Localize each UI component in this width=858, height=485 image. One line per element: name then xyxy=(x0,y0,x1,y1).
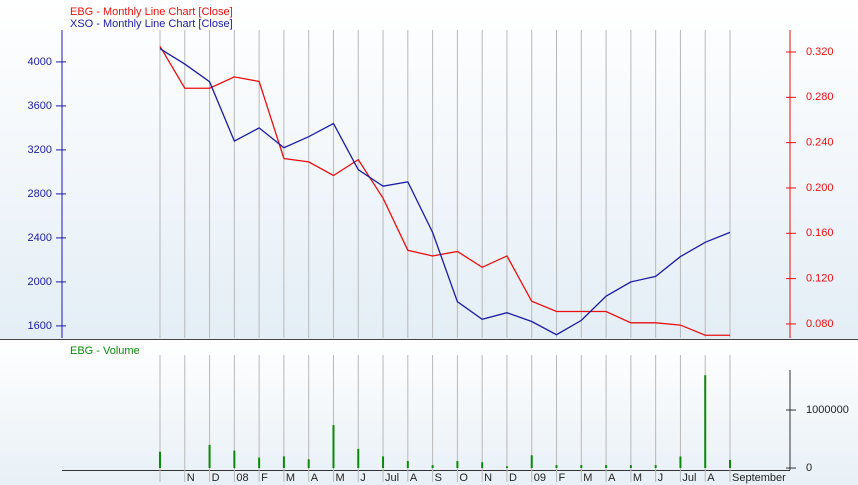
volume-bar xyxy=(530,455,533,469)
volume-bar xyxy=(233,450,236,469)
x-tick-label: F xyxy=(261,472,268,484)
volume-bar xyxy=(729,459,731,469)
x-tick-label: A xyxy=(707,472,715,484)
y2-tick-label: 0.080 xyxy=(806,318,834,330)
y-tick-label: 4000 xyxy=(28,56,52,68)
volume-panel xyxy=(0,339,858,485)
volume-bar xyxy=(159,451,161,469)
y-tick-label: 2400 xyxy=(28,232,52,244)
y2-tick-label: 0.200 xyxy=(806,182,834,194)
x-tick-label: 09 xyxy=(534,472,546,484)
volume-bar xyxy=(357,448,360,469)
y-tick-label: 1600 xyxy=(28,320,52,332)
x-tick-label: D xyxy=(509,472,517,484)
y2-tick-label: 0.240 xyxy=(806,137,834,149)
series-line xyxy=(159,45,730,336)
x-tick-label: A xyxy=(410,472,418,484)
y2-tick-label: 0.120 xyxy=(806,273,834,285)
volume-bar xyxy=(282,456,285,469)
x-tick-label: O xyxy=(459,472,468,484)
volume-bar xyxy=(208,444,211,469)
y2-tick-label: 0.320 xyxy=(806,46,834,58)
y-tick-label: 2000 xyxy=(28,276,52,288)
legend-xso: XSO - Monthly Line Chart [Close] xyxy=(70,18,233,30)
x-tick-label: September xyxy=(732,472,786,484)
volume-tick-label: 1000000 xyxy=(806,404,849,416)
x-tick-label: S xyxy=(435,472,442,484)
volume-bar xyxy=(679,456,682,469)
volume-bar xyxy=(431,465,434,469)
x-tick-label: Jul xyxy=(385,472,399,484)
x-tick-label: M xyxy=(633,472,642,484)
volume-tick-label: 0 xyxy=(806,462,812,474)
volume-bar xyxy=(605,465,608,469)
volume-bar xyxy=(332,425,335,469)
volume-bar xyxy=(704,375,707,469)
volume-bar xyxy=(654,465,657,469)
x-tick-label: A xyxy=(608,472,616,484)
x-tick-label: Jul xyxy=(682,472,696,484)
volume-bar xyxy=(580,465,583,469)
y-tick-label: 3600 xyxy=(28,100,52,112)
x-tick-label: D xyxy=(212,472,220,484)
series-line xyxy=(159,48,731,336)
y-tick-label: 2800 xyxy=(28,188,52,200)
volume-bar xyxy=(555,465,558,469)
y-tick-label: 3200 xyxy=(28,144,52,156)
volume-bar xyxy=(307,459,310,469)
x-tick-label: F xyxy=(559,472,566,484)
x-tick-label: N xyxy=(187,472,195,484)
volume-bar xyxy=(382,456,385,469)
x-tick-label: N xyxy=(484,472,492,484)
volume-bar xyxy=(258,457,261,469)
x-tick-label: M xyxy=(583,472,592,484)
y2-tick-label: 0.280 xyxy=(806,91,834,103)
y2-tick-label: 0.160 xyxy=(806,227,834,239)
x-tick-label: 08 xyxy=(236,472,248,484)
x-tick-label: M xyxy=(335,472,344,484)
top-panel xyxy=(0,0,858,339)
x-tick-label: J xyxy=(658,472,664,484)
volume-bar xyxy=(456,461,459,469)
volume-bar xyxy=(629,465,632,469)
volume-title: EBG - Volume xyxy=(70,345,140,357)
volume-bar xyxy=(406,461,409,469)
x-tick-label: A xyxy=(311,472,319,484)
volume-bar xyxy=(505,466,508,469)
x-tick-label: M xyxy=(286,472,295,484)
volume-bar xyxy=(481,462,484,469)
x-tick-label: J xyxy=(360,472,366,484)
legend-ebg: EBG - Monthly Line Chart [Close] xyxy=(70,6,233,18)
